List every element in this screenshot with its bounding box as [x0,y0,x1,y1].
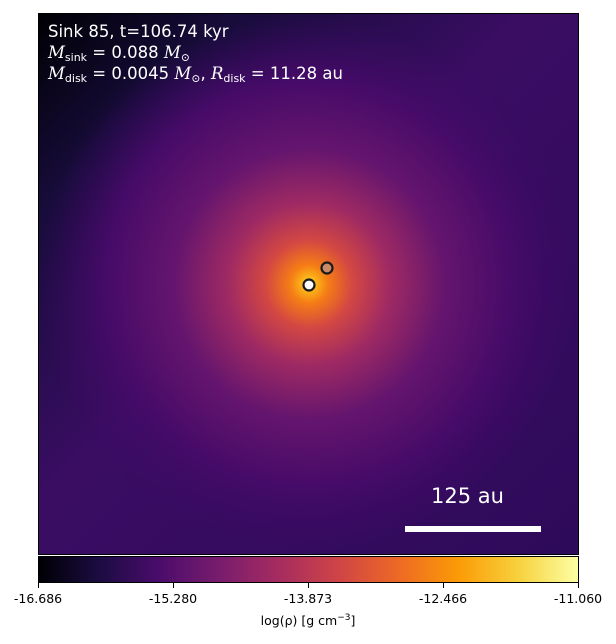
sink-mass-sub: sink [64,51,88,64]
scale-bar-label: 125 au [431,484,504,508]
colorbar-label-main: log(ρ) [g cm [260,613,338,629]
sink-mass-line: Msink = 0.088 M⊙ [48,43,190,68]
colorbar-tick-label: -16.686 [13,591,63,606]
disk-radius-value: = 11.28 au [245,64,343,83]
sink-mass-value: = 0.088 [87,43,164,62]
sink-secondary-marker [320,261,334,275]
sink-mass-symbol: M [48,43,65,62]
colorbar-tick [38,583,39,588]
sink-mass-unit: M [163,43,181,62]
disk-line: Mdisk = 0.0045 M⊙, Rdisk = 11.28 au [48,64,343,89]
disk-mass-symbol: M [48,64,65,83]
colorbar-label: log(ρ) [g cm−3] [261,613,356,628]
title-text: Sink 85, t=106.74 kyr [48,22,229,41]
sink-primary-marker [302,278,316,292]
density-map [39,14,578,554]
colorbar-tick [443,583,444,588]
disk-radius-sub: disk [223,72,246,85]
scale-bar [405,526,541,532]
disk-radius-symbol: R [210,64,224,83]
disk-mass-unit: M [174,64,192,83]
disk-separator: , [200,64,211,83]
colorbar-tick-label: -11.060 [553,591,603,606]
colorbar-tick [308,583,309,588]
colorbar-tick-label: -12.466 [418,591,468,606]
disk-mass-sub: disk [64,72,88,85]
colorbar [38,556,579,583]
title-line: Sink 85, t=106.74 kyr [48,22,229,42]
colorbar-tick [578,583,579,588]
density-map-panel: Sink 85, t=106.74 kyr Msink = 0.088 M⊙ M… [38,13,579,555]
colorbar-tick-label: -13.873 [283,591,333,606]
disk-mass-value: = 0.0045 [87,64,175,83]
colorbar-label-exponent: −3 [337,613,351,623]
disk-mass-unit-sub: ⊙ [191,72,201,85]
colorbar-tick-label: -15.280 [148,591,198,606]
sink-mass-unit-sub: ⊙ [180,51,190,64]
colorbar-tick [173,583,174,588]
colorbar-label-end: ] [350,613,356,629]
